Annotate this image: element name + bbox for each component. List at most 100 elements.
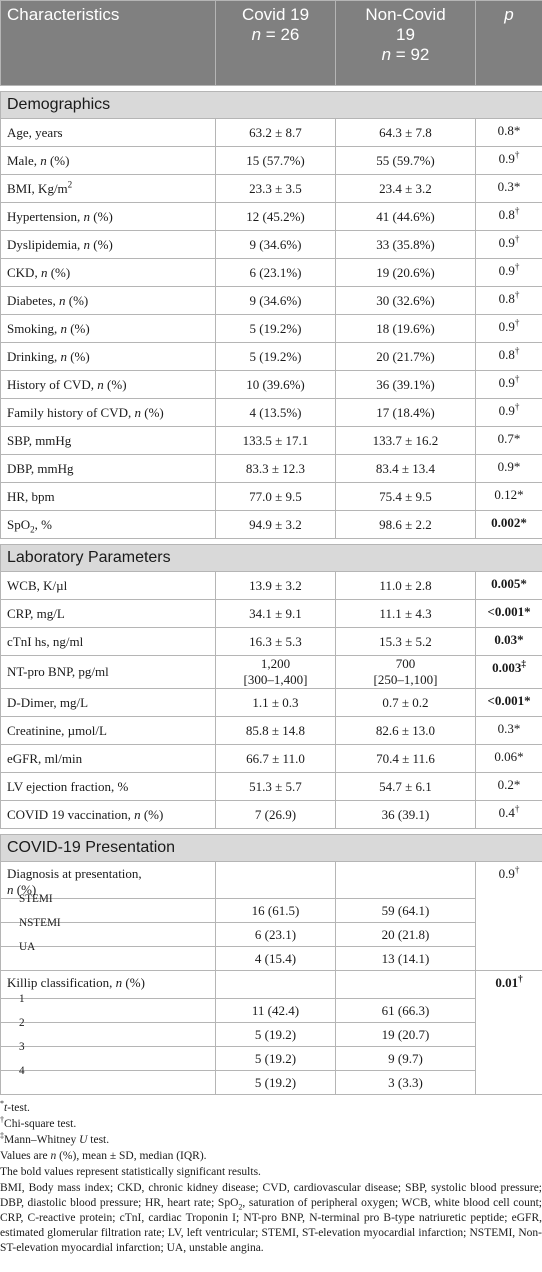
value-cell: 7 (26.9)	[215, 800, 336, 829]
text: 83.4 ± 13.4	[375, 460, 436, 476]
text: 85.8 ± 14.8	[245, 722, 306, 738]
text: n	[60, 348, 67, 364]
text: = 92	[391, 45, 430, 64]
row-label: UA	[0, 941, 216, 971]
text: LV ejection fraction, %	[7, 778, 129, 794]
text: n	[40, 264, 48, 280]
text: Mann–Whitney	[4, 1134, 80, 1146]
text: 33 (35.8%)	[376, 236, 435, 252]
text: n	[7, 882, 14, 897]
sub-row: NSTEMI 6 (23.1) 20 (21.8)	[0, 917, 542, 947]
text: †	[514, 205, 520, 216]
text: 0.8	[498, 347, 515, 362]
text: 94.9 ± 3.2	[249, 516, 302, 532]
text: 4	[19, 1065, 25, 1077]
text: n	[50, 1150, 57, 1162]
text: UA	[19, 941, 36, 953]
p-value: <0.001*	[475, 688, 542, 717]
data-row: CKD, n (%) 6 (23.1%) 19 (20.6%) 0.9†	[0, 258, 542, 287]
row-label: DBP, mmHg	[0, 454, 216, 483]
data-row: Male, n (%) 15 (57.7%) 55 (59.7%) 0.9†	[0, 146, 542, 175]
text: 9 (9.7)	[388, 1050, 423, 1066]
p-value: 0.3*	[475, 716, 542, 745]
text: <0.001*	[487, 604, 531, 619]
data-row: DBP, mmHg 83.3 ± 12.3 83.4 ± 13.4 0.9*	[0, 454, 542, 483]
text: 5 (19.2)	[254, 1050, 297, 1066]
value-cell: 3 (3.3)	[335, 1070, 476, 1095]
p-value: 0.01†	[475, 970, 542, 1095]
text: 19 (20.6%)	[376, 264, 435, 280]
footnote: The bold values represent statistically …	[0, 1165, 542, 1180]
p-value: 0.005*	[475, 571, 542, 600]
text: 55 (59.7%)	[376, 152, 435, 168]
value-cell: 36 (39.1%)	[335, 370, 476, 399]
value-cell: 19 (20.6%)	[335, 258, 476, 287]
text: 0.4	[498, 805, 515, 820]
data-row: NT-pro BNP, pg/ml 1,200 [300–1,400] 700 [250…	[0, 655, 542, 689]
text: 34.1 ± 9.1	[249, 605, 302, 621]
value-cell: 11 (42.4)	[215, 998, 336, 1023]
p-value: 0.9†	[475, 230, 542, 259]
row-label: HR, bpm	[0, 482, 216, 511]
row-label: WCB, K/µl	[0, 571, 216, 600]
text: STEMI	[19, 893, 53, 905]
text: 77.0 ± 9.5	[249, 488, 302, 504]
data-row: eGFR, ml/min 66.7 ± 11.0 70.4 ± 11.6 0.06*	[0, 744, 542, 773]
text: Non-Covid	[365, 5, 446, 24]
data-row: COVID 19 vaccination, n (%) 7 (26.9) 36 (3…	[0, 800, 542, 829]
value-cell: 30 (32.6%)	[335, 286, 476, 315]
value-cell: 85.8 ± 14.8	[215, 716, 336, 745]
text: 4 (13.5%)	[249, 404, 302, 420]
p-value: 0.9†	[475, 314, 542, 343]
footnote: ‡Mann–Whitney U test.	[0, 1132, 542, 1148]
text: 9 (34.6%)	[249, 292, 302, 308]
value-cell: 9 (34.6%)	[215, 230, 336, 259]
text: (%)	[47, 264, 71, 280]
text: n	[58, 292, 66, 308]
row-label: NT-pro BNP, pg/ml	[0, 655, 216, 689]
value-cell: 61 (66.3)	[335, 998, 476, 1023]
row-label: Dyslipidemia, n (%)	[0, 230, 216, 259]
row-label: Male, n (%)	[0, 146, 216, 175]
row-label: Smoking, n (%)	[0, 314, 216, 343]
row-label: Family history of CVD, n (%)	[0, 398, 216, 427]
text: t	[4, 1102, 8, 1114]
value-cell: 94.9 ± 3.2	[215, 510, 336, 539]
data-row: Diabetes, n (%) 9 (34.6%) 30 (32.6%) 0.8†	[0, 286, 542, 315]
p-value: 0.9†	[475, 861, 542, 971]
value-cell: 54.7 ± 6.1	[335, 772, 476, 801]
data-row: Killip classification, n (%) 0.01†	[0, 970, 542, 1095]
text: <0.001*	[487, 693, 531, 708]
text: Creatinine, µmol/L	[7, 722, 107, 738]
p-value: 0.9†	[475, 258, 542, 287]
section-title: COVID-19 Presentation	[0, 834, 542, 862]
text: Characteristics	[7, 5, 120, 24]
text: (%)	[66, 320, 90, 336]
text: , %	[34, 516, 53, 532]
value-cell: 66.7 ± 11.0	[215, 744, 336, 773]
text: 9 (34.6%)	[249, 236, 302, 252]
footnote: *t-test.	[0, 1100, 542, 1116]
value-cell: 70.4 ± 11.6	[335, 744, 476, 773]
text: (%)	[140, 404, 164, 420]
p-value: 0.9†	[475, 398, 542, 427]
sub-row: 4 5 (19.2) 3 (3.3)	[0, 1065, 542, 1095]
text: 0.8	[498, 207, 515, 222]
header-cell: p	[475, 0, 542, 86]
characteristics-table: Characteristics Covid 19 n = 26 Non-Covid 19…	[0, 0, 542, 1095]
text: 0.003	[492, 660, 522, 675]
text: 20 (21.8)	[381, 926, 430, 942]
text: 1	[19, 993, 25, 1005]
text: NSTEMI	[19, 917, 61, 929]
row-label: 1	[0, 993, 216, 1023]
p-value: 0.9†	[475, 146, 542, 175]
text: (%)	[66, 348, 90, 364]
row-label: Creatinine, µmol/L	[0, 716, 216, 745]
text: 0.7*	[497, 431, 521, 446]
text: n	[134, 806, 141, 822]
text: 2	[238, 1202, 243, 1212]
text: 5 (19.2)	[254, 1074, 297, 1090]
p-value: <0.001*	[475, 599, 542, 628]
row-label: 2	[0, 1017, 216, 1047]
text: n	[83, 208, 91, 224]
